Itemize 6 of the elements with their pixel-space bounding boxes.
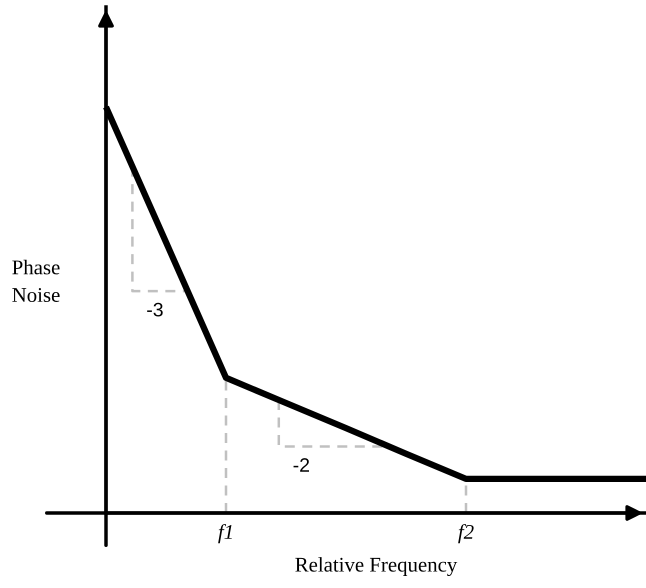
- x-tick-label: f1: [218, 524, 232, 544]
- annotation: -3: [147, 302, 163, 317]
- x-axis-title: Relative Frequency: [295, 557, 458, 576]
- y-axis-title: Phase Noise: [12, 260, 60, 302]
- annotation: -2: [294, 458, 309, 472]
- x-tick-label: f2: [458, 524, 474, 544]
